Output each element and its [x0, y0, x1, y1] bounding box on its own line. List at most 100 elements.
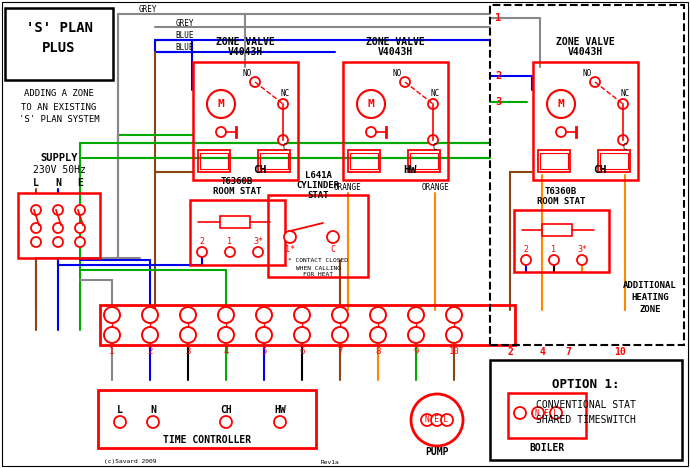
- Text: HW: HW: [274, 405, 286, 415]
- Circle shape: [618, 135, 628, 145]
- Circle shape: [370, 327, 386, 343]
- Text: ZONE VALVE: ZONE VALVE: [215, 37, 275, 47]
- Circle shape: [104, 307, 120, 323]
- Text: CH: CH: [220, 405, 232, 415]
- Text: V4043H: V4043H: [567, 47, 602, 57]
- Circle shape: [142, 307, 158, 323]
- Circle shape: [332, 327, 348, 343]
- Text: ZONE VALVE: ZONE VALVE: [555, 37, 614, 47]
- Bar: [410, 153, 438, 169]
- Circle shape: [104, 327, 120, 343]
- Text: L641A: L641A: [304, 170, 331, 180]
- Text: 'S' PLAN: 'S' PLAN: [26, 21, 92, 35]
- Circle shape: [441, 414, 453, 426]
- Circle shape: [446, 327, 462, 343]
- Bar: [542, 224, 572, 236]
- Text: NC: NC: [280, 89, 290, 98]
- Circle shape: [256, 307, 272, 323]
- Circle shape: [31, 223, 41, 233]
- Text: BOILER: BOILER: [529, 443, 564, 453]
- Circle shape: [207, 90, 235, 118]
- Text: 3*: 3*: [253, 237, 263, 247]
- Text: SUPPLY: SUPPLY: [40, 153, 78, 163]
- Text: NO: NO: [582, 68, 591, 78]
- Text: CYLINDER: CYLINDER: [297, 181, 339, 190]
- Bar: [538, 150, 570, 172]
- Text: ZONE VALVE: ZONE VALVE: [366, 37, 424, 47]
- Circle shape: [75, 223, 85, 233]
- Text: V4043H: V4043H: [377, 47, 413, 57]
- Text: 2: 2: [495, 71, 501, 81]
- Text: CONVENTIONAL STAT: CONVENTIONAL STAT: [536, 400, 636, 410]
- Circle shape: [327, 231, 339, 243]
- Circle shape: [218, 327, 234, 343]
- Text: (c)Savard 2009: (c)Savard 2009: [104, 460, 156, 465]
- Circle shape: [114, 416, 126, 428]
- Circle shape: [547, 90, 575, 118]
- Text: NO: NO: [242, 68, 252, 78]
- Bar: [268, 195, 368, 277]
- Text: 10: 10: [448, 346, 460, 356]
- Circle shape: [53, 237, 63, 247]
- Bar: [514, 210, 609, 272]
- Text: T6360B: T6360B: [221, 177, 253, 187]
- Circle shape: [521, 255, 531, 265]
- Text: L: L: [117, 405, 123, 415]
- Text: 4: 4: [539, 347, 545, 357]
- Bar: [193, 62, 298, 180]
- Bar: [98, 390, 316, 448]
- Text: T6360B: T6360B: [545, 188, 577, 197]
- Text: STAT: STAT: [307, 190, 328, 199]
- Circle shape: [408, 307, 424, 323]
- Bar: [348, 150, 380, 172]
- Text: 6: 6: [299, 346, 305, 356]
- Circle shape: [577, 255, 587, 265]
- Text: 3: 3: [186, 346, 190, 356]
- Text: SHARED TIMESWITCH: SHARED TIMESWITCH: [536, 415, 636, 425]
- Text: 1: 1: [228, 237, 233, 247]
- Text: BLUE: BLUE: [176, 44, 195, 52]
- Bar: [200, 153, 228, 169]
- Circle shape: [411, 394, 463, 446]
- Text: N: N: [150, 405, 156, 415]
- Bar: [190, 200, 285, 265]
- Bar: [490, 360, 682, 460]
- Circle shape: [225, 247, 235, 257]
- Text: 9: 9: [413, 346, 419, 356]
- Bar: [5, 8, 113, 80]
- Circle shape: [256, 327, 272, 343]
- Text: M: M: [217, 99, 224, 109]
- Text: E: E: [77, 178, 83, 188]
- Circle shape: [75, 237, 85, 247]
- Text: FOR HEAT: FOR HEAT: [303, 272, 333, 278]
- Circle shape: [75, 205, 85, 215]
- Text: 8: 8: [375, 346, 381, 356]
- Bar: [350, 153, 378, 169]
- Text: L: L: [33, 178, 39, 188]
- Circle shape: [618, 99, 628, 109]
- Bar: [100, 305, 515, 345]
- Circle shape: [431, 414, 443, 426]
- Text: GREY: GREY: [139, 6, 157, 15]
- Circle shape: [446, 307, 462, 323]
- Text: 3*: 3*: [577, 246, 587, 255]
- Circle shape: [274, 416, 286, 428]
- Circle shape: [294, 327, 310, 343]
- Circle shape: [253, 247, 263, 257]
- Text: TO AN EXISTING: TO AN EXISTING: [21, 102, 97, 111]
- Circle shape: [31, 205, 41, 215]
- Bar: [598, 150, 630, 172]
- Text: 1*: 1*: [285, 246, 295, 255]
- Circle shape: [278, 135, 288, 145]
- Circle shape: [428, 135, 438, 145]
- Circle shape: [408, 327, 424, 343]
- Text: N E L: N E L: [535, 409, 559, 417]
- Text: ORANGE: ORANGE: [421, 183, 449, 192]
- Text: ADDITIONAL: ADDITIONAL: [623, 280, 677, 290]
- Text: ROOM STAT: ROOM STAT: [213, 188, 262, 197]
- Circle shape: [370, 307, 386, 323]
- Circle shape: [284, 231, 296, 243]
- Text: 4: 4: [224, 346, 228, 356]
- Text: ROOM STAT: ROOM STAT: [537, 197, 585, 206]
- Circle shape: [180, 327, 196, 343]
